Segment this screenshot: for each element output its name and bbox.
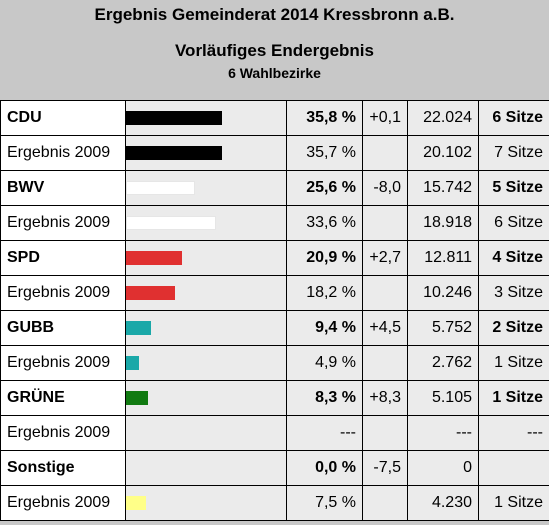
vote-count: 2.762 (407, 345, 479, 381)
vote-count: 22.024 (407, 100, 479, 136)
percent-change: -8,0 (362, 170, 408, 206)
result-bar (126, 356, 139, 370)
result-bar (126, 251, 182, 265)
party-name: Ergebnis 2009 (0, 135, 126, 171)
seat-count: 1 Sitze (478, 345, 549, 381)
vote-percent: 35,8 % (286, 100, 363, 136)
vote-percent: 33,6 % (286, 205, 363, 241)
bar-cell (125, 205, 287, 241)
seat-count: --- (478, 415, 549, 451)
table-row: Ergebnis 2009 --- --- --- (0, 415, 549, 451)
table-row: CDU 35,8 % +0,1 22.024 6 Sitze (0, 100, 549, 136)
bar-cell (125, 485, 287, 521)
seat-count: 1 Sitze (478, 380, 549, 416)
bar-cell (125, 135, 287, 171)
table-row: SPD 20,9 % +2,7 12.811 4 Sitze (0, 240, 549, 276)
seat-count: 6 Sitze (478, 205, 549, 241)
party-name: Ergebnis 2009 (0, 485, 126, 521)
seat-count: 6 Sitze (478, 100, 549, 136)
vote-percent: --- (286, 415, 363, 451)
bar-cell (125, 345, 287, 381)
percent-change (362, 205, 408, 241)
seat-count: 7 Sitze (478, 135, 549, 171)
vote-percent: 0,0 % (286, 450, 363, 486)
results-table: CDU 35,8 % +0,1 22.024 6 Sitze Ergebnis 2009 3… (0, 100, 549, 521)
bar-cell (125, 275, 287, 311)
vote-percent: 7,5 % (286, 485, 363, 521)
percent-change: -7,5 (362, 450, 408, 486)
party-name: GRÜNE (0, 380, 126, 416)
percent-change: +2,7 (362, 240, 408, 276)
vote-percent: 8,3 % (286, 380, 363, 416)
vote-count: 5.752 (407, 310, 479, 346)
party-name: Sonstige (0, 450, 126, 486)
bar-cell (125, 170, 287, 206)
party-name: SPD (0, 240, 126, 276)
vote-percent: 25,6 % (286, 170, 363, 206)
party-name: BWV (0, 170, 126, 206)
party-name: Ergebnis 2009 (0, 205, 126, 241)
vote-percent: 20,9 % (286, 240, 363, 276)
vote-count: 18.918 (407, 205, 479, 241)
table-row: Ergebnis 2009 35,7 % 20.102 7 Sitze (0, 135, 549, 171)
table-row: BWV 25,6 % -8,0 15.742 5 Sitze (0, 170, 549, 206)
party-name: Ergebnis 2009 (0, 345, 126, 381)
bar-cell (125, 100, 287, 136)
page-title: Ergebnis Gemeinderat 2014 Kressbronn a.B… (94, 5, 455, 24)
percent-change: +8,3 (362, 380, 408, 416)
vote-percent: 9,4 % (286, 310, 363, 346)
table-row: Ergebnis 2009 33,6 % 18.918 6 Sitze (0, 205, 549, 241)
percent-change: +4,5 (362, 310, 408, 346)
bar-cell (125, 450, 287, 486)
vote-percent: 35,7 % (286, 135, 363, 171)
vote-count: 20.102 (407, 135, 479, 171)
table-row: Ergebnis 2009 4,9 % 2.762 1 Sitze (0, 345, 549, 381)
result-bar (126, 111, 222, 125)
bar-cell (125, 380, 287, 416)
party-name: Ergebnis 2009 (0, 415, 126, 451)
result-bar (126, 216, 216, 230)
result-bar (126, 321, 151, 335)
results-header: Ergebnis Gemeinderat 2014 Kressbronn a.B… (0, 0, 549, 100)
seat-count: 1 Sitze (478, 485, 549, 521)
percent-change (362, 275, 408, 311)
percent-change (362, 345, 408, 381)
seat-count: 2 Sitze (478, 310, 549, 346)
vote-count: 4.230 (407, 485, 479, 521)
bar-cell (125, 415, 287, 451)
vote-percent: 18,2 % (286, 275, 363, 311)
vote-count: 10.246 (407, 275, 479, 311)
table-row: Ergebnis 2009 7,5 % 4.230 1 Sitze (0, 485, 549, 521)
bar-cell (125, 240, 287, 276)
seat-count: 5 Sitze (478, 170, 549, 206)
table-row: Sonstige 0,0 % -7,5 0 (0, 450, 549, 486)
districts-count: 6 Wahlbezirke (228, 65, 321, 81)
result-bar (126, 286, 175, 300)
percent-change: +0,1 (362, 100, 408, 136)
bar-cell (125, 310, 287, 346)
result-bar (126, 146, 222, 160)
party-name: Ergebnis 2009 (0, 275, 126, 311)
seat-count: 3 Sitze (478, 275, 549, 311)
result-bar (126, 181, 195, 195)
percent-change (362, 415, 408, 451)
table-row: GRÜNE 8,3 % +8,3 5.105 1 Sitze (0, 380, 549, 416)
table-row: Ergebnis 2009 18,2 % 10.246 3 Sitze (0, 275, 549, 311)
vote-count: 5.105 (407, 380, 479, 416)
party-name: CDU (0, 100, 126, 136)
table-row: GUBB 9,4 % +4,5 5.752 2 Sitze (0, 310, 549, 346)
seat-count: 4 Sitze (478, 240, 549, 276)
percent-change (362, 135, 408, 171)
vote-count: 0 (407, 450, 479, 486)
vote-percent: 4,9 % (286, 345, 363, 381)
page-subtitle: Vorläufiges Endergebnis (174, 41, 374, 60)
result-bar (126, 496, 146, 510)
vote-count: --- (407, 415, 479, 451)
party-name: GUBB (0, 310, 126, 346)
percent-change (362, 485, 408, 521)
vote-count: 15.742 (407, 170, 479, 206)
result-bar (126, 391, 148, 405)
vote-count: 12.811 (407, 240, 479, 276)
seat-count (478, 450, 549, 486)
